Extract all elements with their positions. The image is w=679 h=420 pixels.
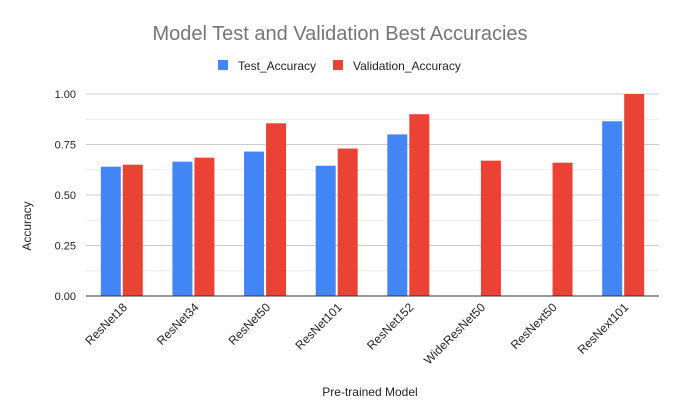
y-tick-label: 1.00 [55,89,76,101]
bar-test-resnet101 [315,165,336,296]
legend: Test_Accuracy Validation_Accuracy [218,59,461,73]
bar-validation-resnext101 [624,94,645,296]
x-axis-title: Pre-trained Model [322,385,417,399]
bar-validation-resnet18 [122,164,143,296]
y-tick-label: 0.75 [55,140,76,152]
y-tick-label: 0.50 [55,190,76,202]
x-tick-label: ResNext101 [575,300,632,357]
bar-test-resnet152 [387,134,408,296]
legend-label-test-accuracy: Test_Accuracy [238,59,316,73]
y-axis-title: Accuracy [20,201,34,250]
legend-label-validation-accuracy: Validation_Accuracy [353,59,461,73]
bar-validation-resnet101 [337,148,358,296]
x-tick-label: WideResNet50 [421,300,488,367]
y-tick-label: 0.25 [55,241,76,253]
x-tick-label: ResNet50 [226,300,274,348]
bar-validation-resnext50 [552,162,573,296]
y-axis-ticks: 0.00 0.25 0.50 0.75 1.00 [55,89,76,303]
bar-test-resnet18 [100,166,121,296]
bar-test-resnext101 [602,121,623,297]
bar-validation-resnet50 [266,123,287,296]
bar-validation-wideresnet50 [480,160,501,296]
bar-validation-resnet152 [409,114,430,296]
x-tick-label: ResNet152 [364,300,417,353]
x-tick-label: ResNet34 [154,300,202,348]
y-tick-label: 0.00 [55,291,76,303]
bar-test-resnet50 [244,151,265,296]
gridlines [86,93,659,297]
bar-test-resnet34 [172,161,193,296]
bars [100,94,645,297]
bar-validation-resnet34 [194,157,215,296]
chart-title: Model Test and Validation Best Accuracie… [152,23,527,45]
legend-swatch-validation-accuracy [333,60,343,70]
x-axis-labels: ResNet18 ResNet34 ResNet50 ResNet101 ResNet1… [82,300,631,367]
x-tick-label: ResNext50 [508,300,560,352]
x-tick-label: ResNet101 [292,300,345,353]
legend-swatch-test-accuracy [218,60,228,70]
x-tick-label: ResNet18 [82,300,130,348]
